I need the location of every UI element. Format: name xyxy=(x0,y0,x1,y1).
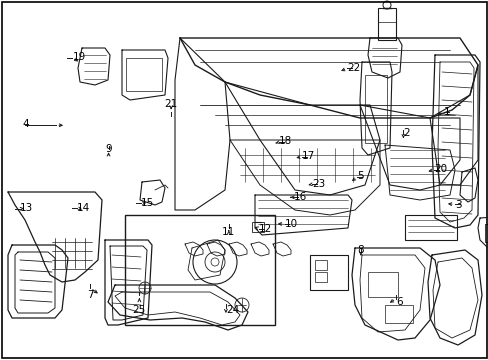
Text: 16: 16 xyxy=(293,192,306,202)
Text: 12: 12 xyxy=(259,224,272,234)
Bar xyxy=(314,260,326,270)
Text: 24: 24 xyxy=(225,305,239,315)
Text: 15: 15 xyxy=(141,198,154,208)
Bar xyxy=(309,255,347,290)
Bar xyxy=(126,58,162,91)
Text: 20: 20 xyxy=(433,164,447,174)
Bar xyxy=(377,8,395,40)
Text: 9: 9 xyxy=(105,144,112,154)
Text: 23: 23 xyxy=(311,179,325,189)
Text: 10: 10 xyxy=(284,219,297,229)
Text: 4: 4 xyxy=(22,119,29,129)
Bar xyxy=(367,272,397,297)
Bar xyxy=(364,75,386,143)
Bar xyxy=(404,215,456,240)
Text: 17: 17 xyxy=(302,150,315,161)
Text: 14: 14 xyxy=(77,203,90,213)
Bar xyxy=(314,272,326,282)
Text: 7: 7 xyxy=(87,290,94,300)
Text: 2: 2 xyxy=(403,128,409,138)
Text: 8: 8 xyxy=(357,245,364,255)
Text: 1: 1 xyxy=(443,107,450,117)
Text: 13: 13 xyxy=(20,203,33,213)
Text: 19: 19 xyxy=(72,52,85,62)
Text: 5: 5 xyxy=(356,171,363,181)
Text: 21: 21 xyxy=(164,99,178,109)
Text: 18: 18 xyxy=(278,136,291,146)
Text: 3: 3 xyxy=(454,200,461,210)
Text: 22: 22 xyxy=(346,63,360,73)
Bar xyxy=(484,224,488,242)
Bar xyxy=(384,305,412,323)
Text: 11: 11 xyxy=(222,227,235,237)
Bar xyxy=(125,215,274,325)
Bar xyxy=(251,222,264,232)
Text: 25: 25 xyxy=(132,305,146,315)
Text: 6: 6 xyxy=(395,297,402,307)
